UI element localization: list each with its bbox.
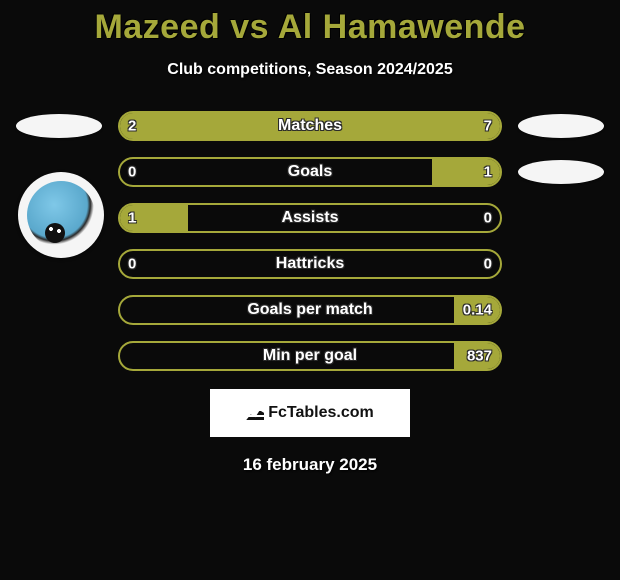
stat-value-left: 0 <box>128 164 136 181</box>
subtitle: Club competitions, Season 2024/2025 <box>0 61 620 79</box>
stat-bar-fill-right <box>204 113 500 139</box>
stat-value-left: 0 <box>128 256 136 273</box>
stat-value-left: 1 <box>128 210 136 227</box>
date-label: 16 february 2025 <box>0 455 620 475</box>
team-badge-placeholder-left <box>16 114 102 138</box>
stat-bar: Goals 0 1 <box>118 157 502 187</box>
stat-label: Goals <box>288 163 332 181</box>
stat-label: Matches <box>278 117 342 135</box>
left-badge-slot <box>14 157 104 187</box>
left-badge-slot <box>14 249 104 279</box>
team-badge-placeholder-right <box>518 160 604 184</box>
stat-row: Min per goal 837 <box>14 341 606 371</box>
stat-value-right: 0 <box>484 256 492 273</box>
stat-bar: Assists 1 0 <box>118 203 502 233</box>
right-badge-slot <box>516 295 606 325</box>
stat-label: Hattricks <box>276 255 344 273</box>
right-badge-slot <box>516 341 606 371</box>
stat-label: Assists <box>282 209 339 227</box>
page-title: Mazeed vs Al Hamawende <box>0 0 620 47</box>
left-badge-slot <box>14 295 104 325</box>
team-badge-placeholder-right <box>518 114 604 138</box>
stat-value-right: 7 <box>484 118 492 135</box>
stat-value-right: 0.14 <box>463 302 492 319</box>
stat-row: Hattricks 0 0 <box>14 249 606 279</box>
left-badge-slot <box>14 203 104 233</box>
stat-value-left: 2 <box>128 118 136 135</box>
stat-value-right: 1 <box>484 164 492 181</box>
left-badge-slot <box>14 341 104 371</box>
stat-bar: Min per goal 837 <box>118 341 502 371</box>
stat-bar: Hattricks 0 0 <box>118 249 502 279</box>
stat-row: Goals per match 0.14 <box>14 295 606 325</box>
stats-container: Matches27Goals01Assists10Hattricks00Goal… <box>0 111 620 371</box>
stat-label: Goals per match <box>247 301 372 319</box>
right-badge-slot <box>516 249 606 279</box>
brand-chart-icon <box>246 406 264 420</box>
right-badge-slot <box>516 111 606 141</box>
stat-row: Goals 0 1 <box>14 157 606 187</box>
left-badge-slot <box>14 111 104 141</box>
brand-text: FcTables.com <box>268 404 374 422</box>
stat-row: Matches 2 7 <box>14 111 606 141</box>
stat-value-right: 0 <box>484 210 492 227</box>
right-badge-slot <box>516 203 606 233</box>
stat-label: Min per goal <box>263 347 357 365</box>
stat-bar: Matches 2 7 <box>118 111 502 141</box>
right-badge-slot <box>516 157 606 187</box>
stat-bar: Goals per match 0.14 <box>118 295 502 325</box>
stat-row: Assists 1 0 <box>14 203 606 233</box>
brand-logo: FcTables.com <box>246 404 374 422</box>
stat-value-right: 837 <box>467 348 492 365</box>
brand-box: FcTables.com <box>210 389 410 437</box>
